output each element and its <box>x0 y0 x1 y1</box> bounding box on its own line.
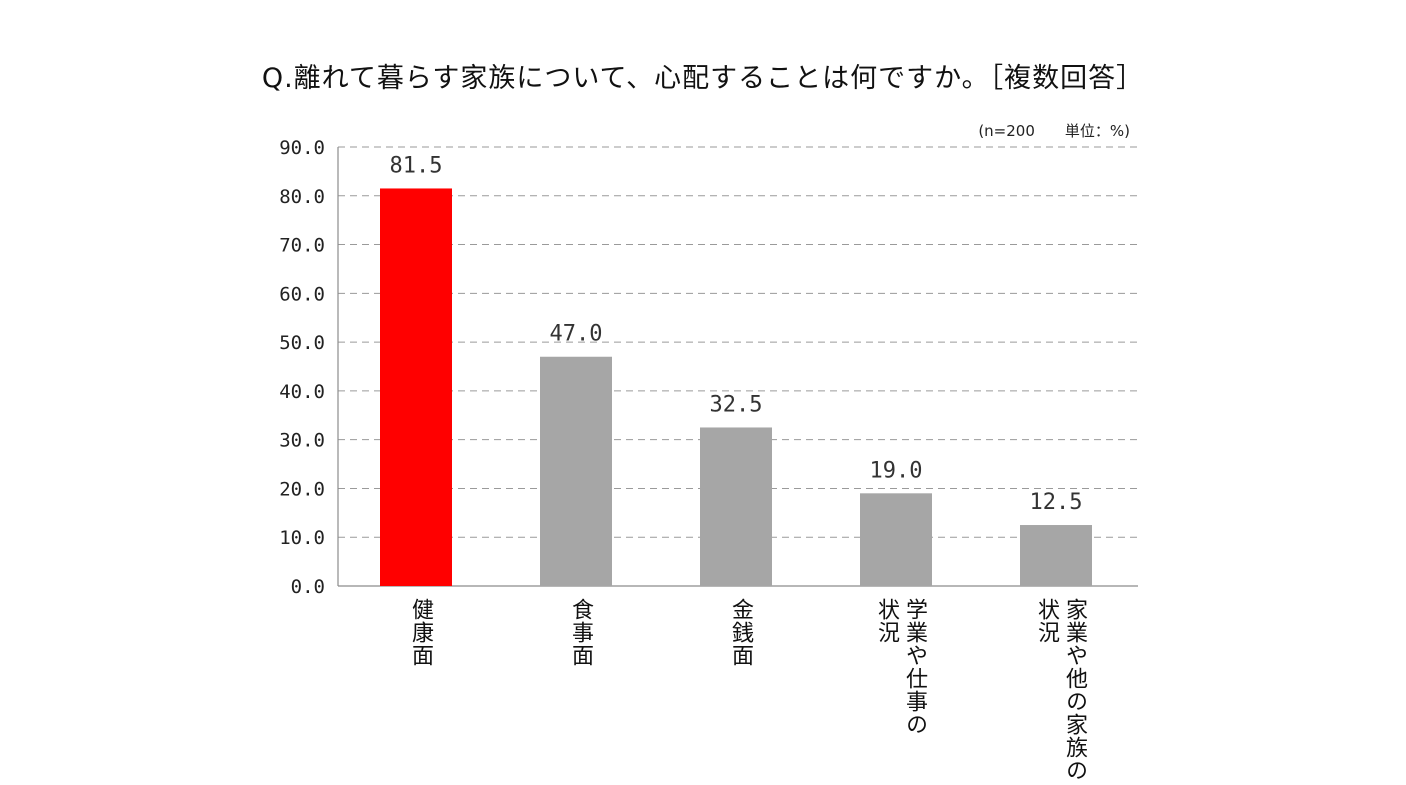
category-label-line: 状況 <box>1034 598 1059 644</box>
bar <box>1020 525 1092 586</box>
data-label: 32.5 <box>710 392 763 417</box>
category-label-line: 金銭面 <box>728 598 753 667</box>
y-tick-label: 90.0 <box>279 137 325 159</box>
data-label: 12.5 <box>1030 490 1083 515</box>
y-tick-label: 0.0 <box>291 576 325 598</box>
y-tick-label: 40.0 <box>279 381 325 403</box>
y-tick-label: 50.0 <box>279 332 325 354</box>
y-tick-label: 30.0 <box>279 430 325 452</box>
y-tick-label: 20.0 <box>279 478 325 500</box>
chart-title: Q.離れて暮らす家族について、心配することは何ですか。［複数回答］ <box>261 63 1145 94</box>
x-category-label: 健康面 <box>406 598 434 667</box>
data-label: 47.0 <box>550 322 603 347</box>
y-tick-label: 70.0 <box>279 235 325 257</box>
chart-note: (n=200 単位：%) <box>978 122 1130 140</box>
y-tick-label: 60.0 <box>279 283 325 305</box>
data-label: 81.5 <box>390 153 443 178</box>
x-category-label: 学業や仕事の 状況 <box>872 598 928 736</box>
x-category-label: 家業や他の家族の 状況 <box>1032 598 1088 782</box>
bar <box>380 188 452 586</box>
category-label-line: 学業や仕事の <box>902 598 927 736</box>
category-label-line: 健康面 <box>408 598 433 667</box>
x-category-label: 金銭面 <box>726 598 754 667</box>
bar <box>700 427 772 586</box>
x-category-label: 食事面 <box>566 598 594 667</box>
data-label: 19.0 <box>870 458 923 483</box>
category-label-line: 家業や他の家族の <box>1062 598 1087 782</box>
bar <box>540 356 612 586</box>
y-tick-label: 10.0 <box>279 527 325 549</box>
y-tick-label: 80.0 <box>279 186 325 208</box>
category-label-line: 状況 <box>874 598 899 644</box>
bar <box>860 493 932 586</box>
category-label-line: 食事面 <box>568 598 593 667</box>
